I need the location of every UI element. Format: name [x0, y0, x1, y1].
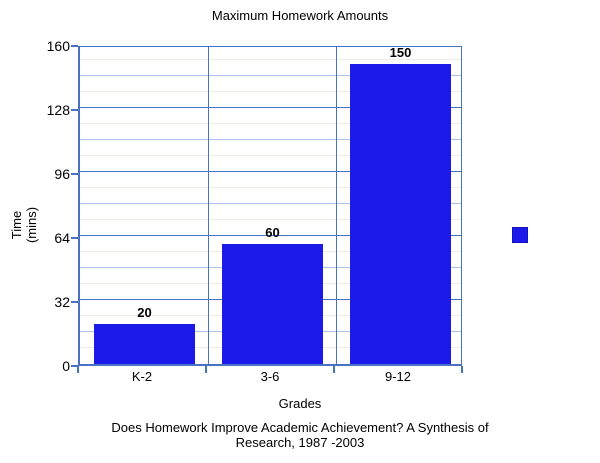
- y-tick-mark-64: [71, 237, 78, 239]
- gridline-sub-72: [80, 219, 461, 220]
- bar-3-6: [222, 244, 323, 364]
- caption-line2: Research, 1987 -2003: [235, 435, 365, 450]
- gridline-minor-112: [80, 139, 461, 140]
- gridline-vertical-1: [208, 47, 209, 364]
- bar-value-label-K-2: 20: [137, 305, 152, 320]
- gridline-sub-88: [80, 187, 461, 188]
- gridline-minor-144: [80, 75, 461, 76]
- y-tick-mark-32: [71, 301, 78, 303]
- gridline-sub-120: [80, 123, 461, 124]
- y-tick-label-160: 160: [46, 38, 70, 54]
- bar-9-12: [350, 64, 451, 364]
- bar-value-label-3-6: 60: [265, 225, 280, 240]
- gridline-major-128: [80, 107, 461, 108]
- y-axis-title-line1: Time: [8, 210, 24, 240]
- x-tick-label-3-6: 3-6: [260, 369, 280, 384]
- chart-title: Maximum Homework Amounts: [211, 8, 389, 23]
- y-tick-mark-0: [71, 365, 78, 367]
- gridline-sub-136: [80, 91, 461, 92]
- x-tick-mark-3: [461, 366, 463, 373]
- caption-line1: Does Homework Improve Academic Achieveme…: [111, 420, 489, 435]
- y-tick-label-96: 96: [54, 166, 70, 182]
- gridline-major-64: [80, 235, 461, 236]
- legend: [512, 227, 528, 243]
- x-tick-label-9-12: 9-12: [384, 369, 412, 384]
- x-tick-mark-0: [77, 366, 79, 373]
- x-axis-title: Grades: [278, 396, 322, 411]
- gridline-minor-80: [80, 203, 461, 204]
- y-tick-mark-96: [71, 173, 78, 175]
- bar-K-2: [94, 324, 195, 364]
- legend-swatch: [512, 227, 528, 243]
- y-tick-label-64: 64: [54, 230, 70, 246]
- y-tick-label-32: 32: [54, 294, 70, 310]
- gridline-sub-152: [80, 59, 461, 60]
- gridline-major-96: [80, 171, 461, 172]
- plot-area: 20 60 150: [78, 46, 462, 366]
- x-tick-mark-2: [333, 366, 335, 373]
- x-tick-mark-1: [205, 366, 207, 373]
- y-tick-mark-128: [71, 109, 78, 111]
- bar-value-label-9-12: 150: [389, 45, 412, 60]
- caption: Does Homework Improve Academic Achieveme…: [0, 420, 600, 450]
- y-tick-label-128: 128: [46, 102, 70, 118]
- y-tick-mark-160: [71, 45, 78, 47]
- x-tick-label-K-2: K-2: [131, 369, 153, 384]
- gridline-vertical-2: [336, 47, 337, 364]
- y-tick-label-0: 0: [62, 358, 70, 374]
- gridline-sub-104: [80, 155, 461, 156]
